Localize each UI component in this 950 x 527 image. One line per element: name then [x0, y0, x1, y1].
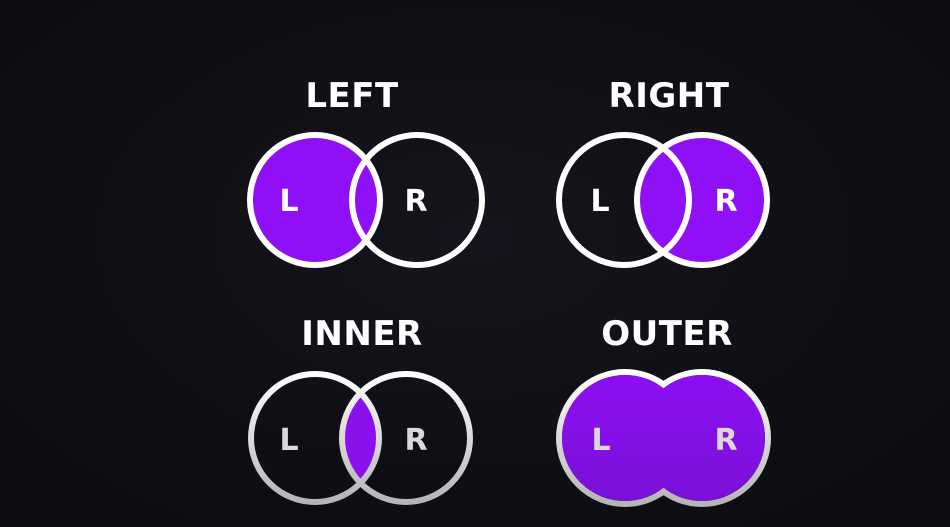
- panel-outer: OUTER L R: [556, 314, 771, 507]
- panel-right: RIGHT L R: [556, 76, 770, 268]
- right-set-label: R: [404, 423, 427, 458]
- panel-title-left: LEFT: [305, 76, 399, 116]
- panel-inner: INNER L R: [248, 314, 473, 505]
- panel-title-right: RIGHT: [609, 76, 730, 116]
- left-set-outline: [247, 132, 383, 268]
- left-set-outline: [556, 132, 692, 268]
- right-set-outline: [634, 132, 770, 268]
- right-set-label: R: [714, 423, 737, 458]
- right-set-outline: [339, 371, 473, 505]
- left-set-label: L: [279, 423, 298, 458]
- right-set-fill: [637, 135, 767, 265]
- right-set-label: R: [404, 184, 427, 219]
- left-set-label: L: [591, 423, 610, 458]
- left-set-label: L: [590, 184, 609, 219]
- panel-title-inner: INNER: [301, 314, 422, 354]
- right-set-fill: [639, 375, 765, 501]
- right-set-outline: [349, 132, 485, 268]
- right-set-label: R: [714, 184, 737, 219]
- panel-left: LEFT L R: [247, 76, 485, 268]
- left-set-outline: [248, 371, 382, 505]
- left-set-fill: [250, 135, 380, 265]
- left-set-label: L: [279, 184, 298, 219]
- panel-title-outer: OUTER: [601, 314, 733, 354]
